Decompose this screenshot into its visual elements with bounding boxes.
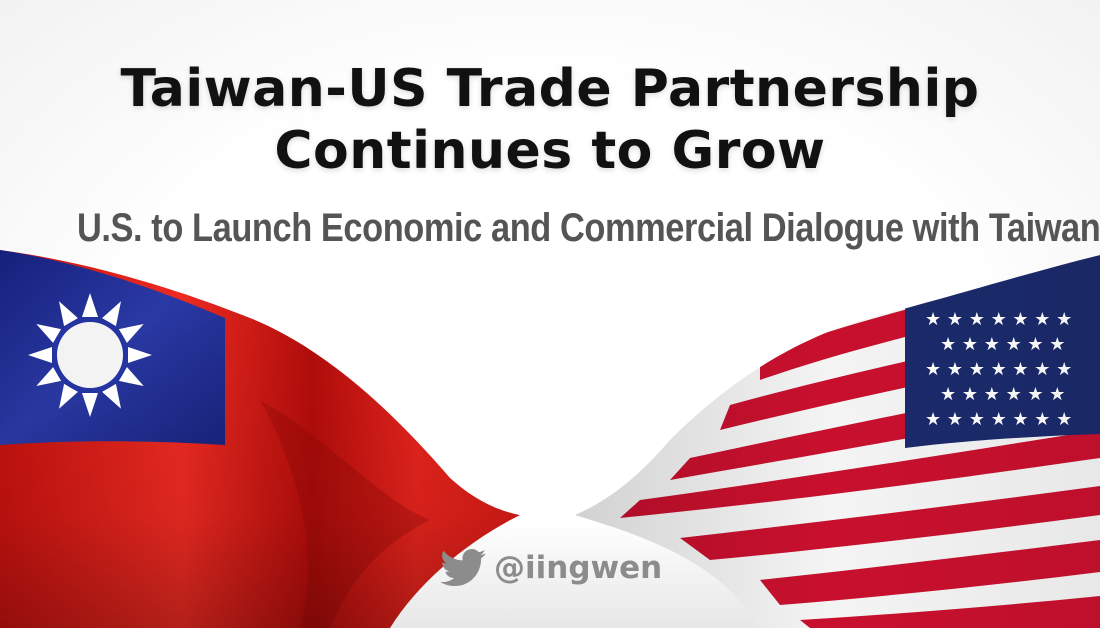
taiwan-flag-sun-icon — [28, 293, 152, 417]
twitter-handle: @iingwen — [494, 550, 663, 586]
twitter-bird-icon — [440, 549, 486, 587]
headline: Taiwan-US Trade Partnership Continues to… — [0, 58, 1100, 182]
twitter-credit: @iingwen — [440, 546, 662, 590]
headline-line-1: Taiwan-US Trade Partnership — [120, 59, 980, 119]
headline-line-2: Continues to Grow — [274, 121, 826, 181]
subheadline: U.S. to Launch Economic and Commercial D… — [77, 206, 1100, 250]
taiwan-flag-shading — [0, 250, 520, 628]
